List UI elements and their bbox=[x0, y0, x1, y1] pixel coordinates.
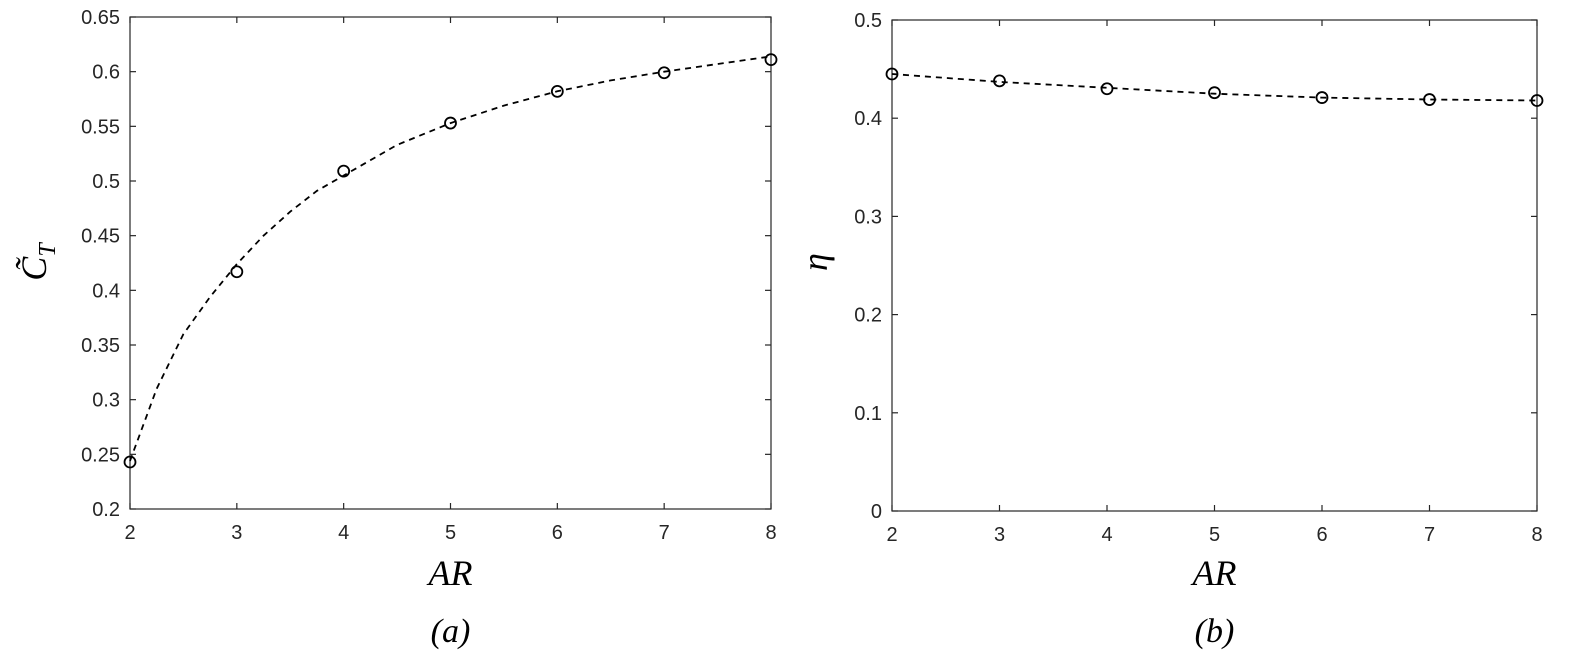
y-tick-label: 0.4 bbox=[92, 280, 120, 302]
y-tick-label: 0 bbox=[871, 501, 882, 523]
x-tick-label: 4 bbox=[338, 522, 349, 544]
data-point bbox=[230, 265, 244, 279]
x-tick-label: 6 bbox=[552, 522, 563, 544]
data-point bbox=[550, 84, 564, 98]
y-tick-label: 0.1 bbox=[854, 403, 882, 425]
y-axis-label: η bbox=[795, 253, 835, 271]
data-point bbox=[993, 74, 1006, 88]
fit-line bbox=[891, 73, 1538, 102]
x-tick-label: 5 bbox=[445, 522, 456, 544]
data-point bbox=[764, 53, 778, 67]
y-axis-label-main: C̃ bbox=[14, 256, 54, 281]
y-tick-label: 0.5 bbox=[92, 171, 120, 193]
y-tick-label: 0.55 bbox=[81, 116, 120, 138]
data-point bbox=[1423, 93, 1436, 106]
data-point bbox=[1530, 94, 1544, 107]
y-axis-label: C̃T bbox=[14, 242, 61, 281]
x-tick-label: 3 bbox=[231, 522, 242, 544]
data-point bbox=[657, 66, 671, 80]
x-tick-label: 4 bbox=[1101, 524, 1112, 546]
panel-label: (b) bbox=[1195, 613, 1235, 650]
y-tick-label: 0.6 bbox=[92, 62, 120, 84]
y-axis-label-subscript: T bbox=[35, 242, 61, 257]
x-tick-label: 2 bbox=[886, 524, 897, 546]
x-axis-label: AR bbox=[427, 553, 473, 593]
x-axis-label: AR bbox=[1191, 553, 1237, 593]
x-tick-label: 2 bbox=[124, 522, 135, 544]
x-tick-label: 7 bbox=[1424, 524, 1435, 546]
x-tick-label: 3 bbox=[994, 524, 1005, 546]
x-tick-label: 5 bbox=[1209, 524, 1220, 546]
data-point bbox=[1315, 91, 1329, 104]
data-point bbox=[444, 116, 457, 130]
plot-area bbox=[129, 16, 772, 510]
y-tick-label: 0.45 bbox=[81, 226, 120, 248]
panel-a: 2 3 4 5 6 7 8 0.2 0.25 0.3 0.35 0.4 0.45 0.5 0.55 0.6 0.… bbox=[14, 7, 778, 650]
y-tick-label: 0.25 bbox=[81, 444, 120, 466]
data-point bbox=[1208, 86, 1221, 100]
y-tick-label: 0.4 bbox=[854, 108, 882, 130]
plot-area bbox=[891, 19, 1538, 512]
data-point bbox=[885, 67, 899, 81]
y-tick-label: 0.3 bbox=[854, 206, 882, 228]
y-tick-label: 0.65 bbox=[81, 7, 120, 29]
y-tick-label: 0.5 bbox=[854, 10, 882, 32]
data-point bbox=[1100, 82, 1114, 96]
x-tick-label: 7 bbox=[659, 522, 670, 544]
y-tick-label: 0.2 bbox=[92, 499, 120, 521]
y-tick-label: 0.3 bbox=[92, 390, 120, 412]
data-point bbox=[123, 455, 137, 469]
x-tick-label: 8 bbox=[765, 522, 776, 544]
y-tick-label: 0.2 bbox=[854, 305, 882, 327]
x-tick-label: 6 bbox=[1316, 524, 1327, 546]
data-point bbox=[337, 164, 351, 178]
x-tick-label: 8 bbox=[1531, 524, 1542, 546]
y-tick-label: 0.35 bbox=[81, 335, 120, 357]
panel-b: 2 3 4 5 6 7 8 0 0.1 0.2 0.3 0.4 0.5 AR η (b) bbox=[795, 10, 1544, 650]
fit-line bbox=[129, 55, 772, 462]
panel-label: (a) bbox=[431, 613, 471, 650]
